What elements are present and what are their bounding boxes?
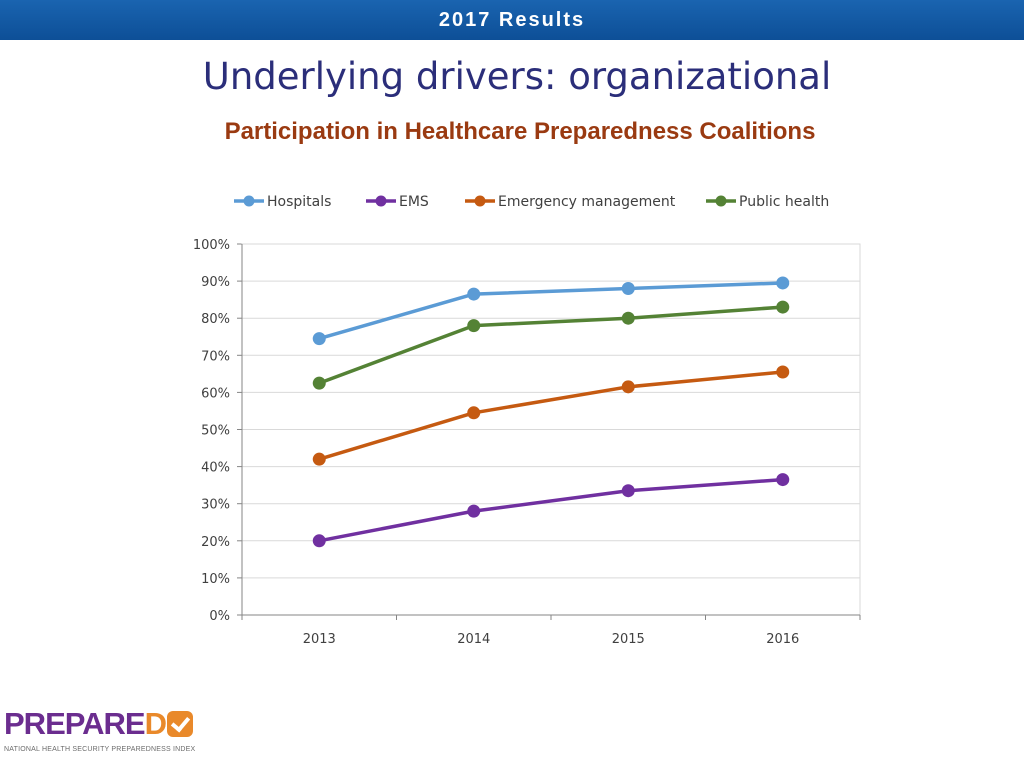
y-tick-label: 0%	[209, 609, 230, 624]
data-point	[312, 534, 326, 548]
banner-title: 2017 Results	[438, 8, 586, 31]
data-point	[312, 452, 326, 466]
legend-swatch-marker	[243, 195, 255, 207]
y-tick-label: 60%	[201, 386, 230, 401]
y-tick-label: 100%	[193, 238, 230, 253]
x-tick-label: 2013	[303, 632, 336, 647]
legend-swatch-marker	[715, 195, 727, 207]
series-line	[317, 477, 785, 543]
legend-label: Emergency management	[498, 194, 676, 210]
legend-label: Public health	[739, 194, 829, 210]
x-tick-label: 2016	[766, 632, 799, 647]
legend-label: EMS	[399, 194, 429, 210]
data-point	[776, 365, 790, 379]
series-line	[317, 305, 785, 385]
data-point	[467, 287, 481, 301]
check-badge-icon	[166, 711, 193, 737]
logo-wordmark-text: PREPARED	[4, 706, 167, 741]
logo-tagline: NATIONAL HEALTH SECURITY PREPAREDNESS IN…	[4, 746, 196, 753]
data-point	[312, 376, 326, 390]
top-banner: 2017 Results	[0, 0, 1024, 40]
series-line	[317, 281, 785, 341]
logo-wordmark-main: PREPARE	[4, 706, 146, 741]
legend-swatch-marker	[375, 195, 387, 207]
data-point	[621, 380, 635, 394]
y-tick-label: 10%	[201, 572, 230, 587]
data-point	[312, 332, 326, 346]
data-point	[467, 504, 481, 518]
y-tick-label: 30%	[201, 498, 230, 513]
data-point	[621, 311, 635, 325]
y-tick-label: 40%	[201, 461, 230, 476]
y-tick-label: 80%	[201, 312, 230, 327]
logo-wordmark-last-letter: D	[144, 706, 167, 741]
series-line	[317, 370, 785, 461]
y-tick-label: 20%	[201, 535, 230, 550]
slide-subtitle: Participation in Healthcare Preparedness…	[224, 118, 816, 145]
data-point	[621, 282, 635, 296]
data-point	[776, 473, 790, 487]
prepared-logo: PREPARED NATIONAL HEALTH SECURITY PREPAR…	[4, 708, 224, 758]
x-tick-label: 2014	[457, 632, 490, 647]
data-point	[621, 484, 635, 498]
logo-wordmark: PREPARED	[4, 708, 224, 740]
line-chart: 0% 10% 20% 30% 40% 50% 60% 70% 80% 90% 100% 2013 201…	[193, 194, 861, 647]
data-point	[776, 276, 790, 290]
y-tick-label: 50%	[201, 424, 230, 439]
y-tick-label: 70%	[201, 349, 230, 364]
legend-label: Hospitals	[267, 194, 331, 210]
slide-title: Underlying drivers: organizational	[202, 55, 832, 98]
data-point	[776, 300, 790, 314]
y-tick-label: 90%	[201, 275, 230, 290]
data-point	[467, 406, 481, 420]
x-tick-label: 2015	[612, 632, 645, 647]
data-point	[467, 319, 481, 333]
legend-swatch-marker	[474, 195, 486, 207]
